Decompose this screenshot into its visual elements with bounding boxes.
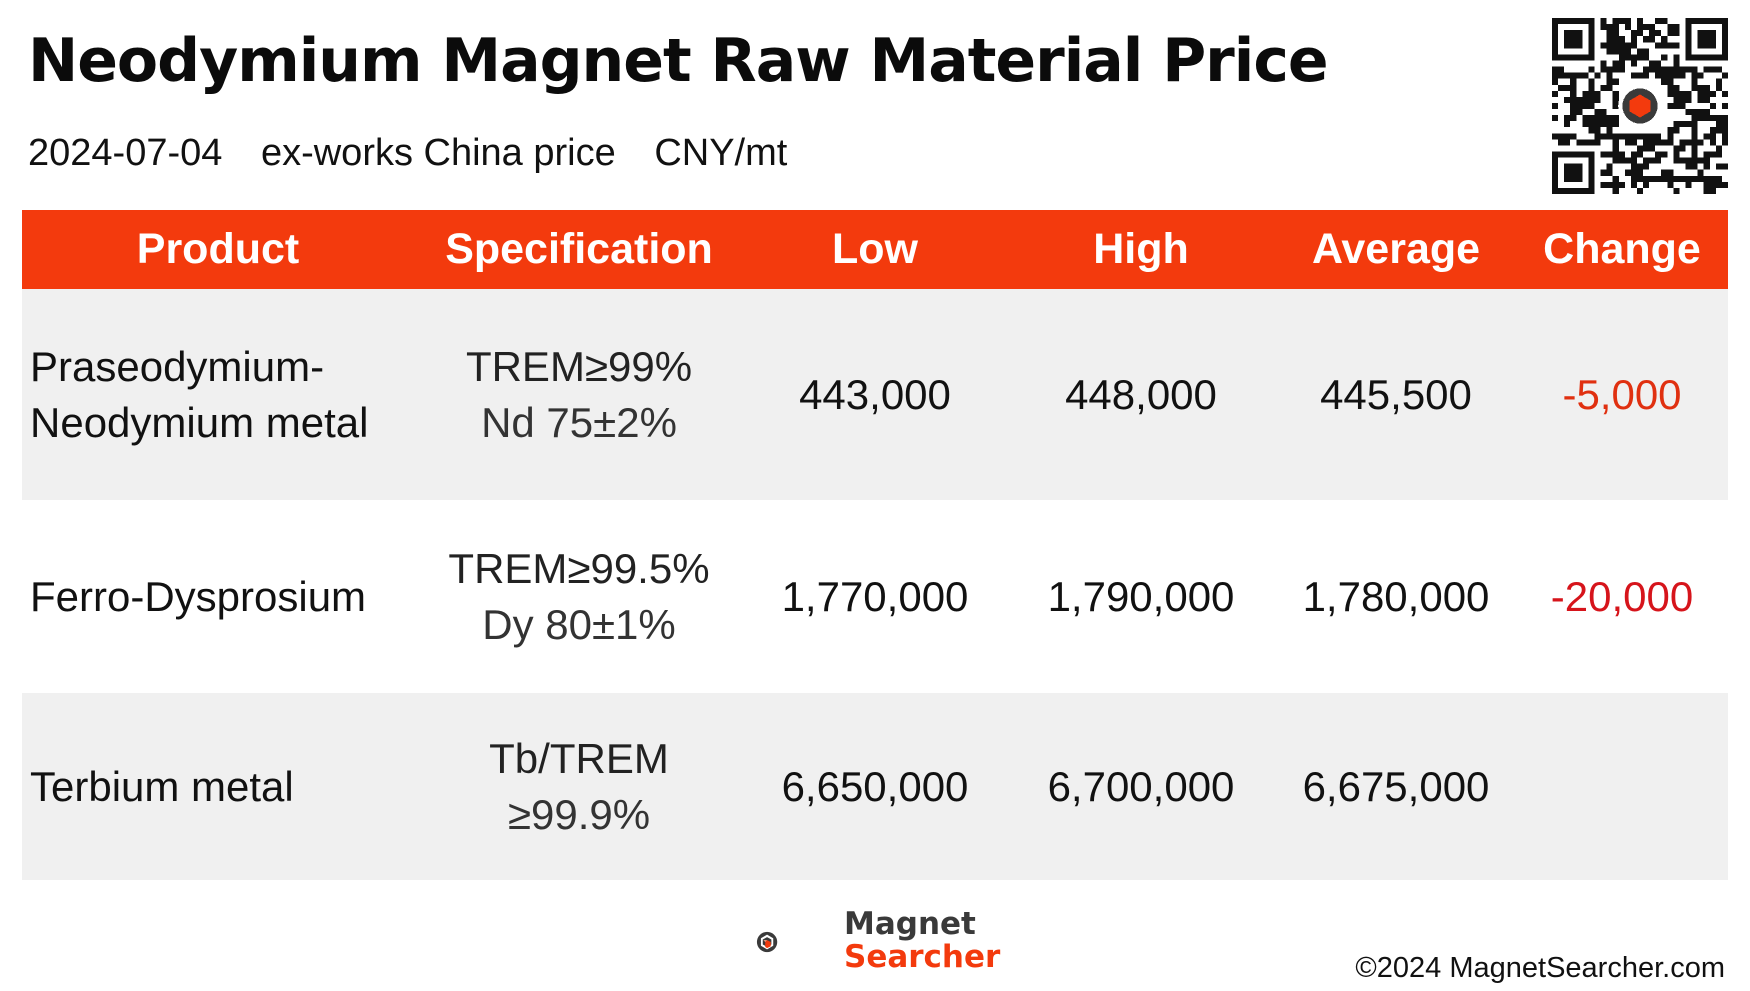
qr-code-icon (1552, 18, 1728, 194)
product-name-line: Neodymium metal (30, 398, 369, 446)
column-header-change: Change (1543, 225, 1701, 273)
product-cell: Ferro-Dysprosium (22, 569, 414, 625)
specification-cell: Tb/TREM ≥99.9% (414, 731, 744, 843)
brand-name-line: Magnet (844, 906, 976, 942)
change-cell: -5,000 (1562, 370, 1682, 418)
price-basis: ex-works China price (260, 132, 616, 174)
spec-line: TREM≥99.5% (448, 544, 710, 592)
specification-cell: TREM≥99.5% Dy 80±1% (414, 541, 744, 653)
product-cell: Praseodymium- Neodymium metal (22, 339, 414, 451)
page-subtitle: 2024-07-04 ex-works China price CNY/mt (28, 132, 815, 175)
table-row: Praseodymium- Neodymium metal TREM≥99% N… (22, 289, 1728, 500)
spec-line: ≥99.9% (507, 790, 651, 838)
column-header-specification: Specification (445, 225, 713, 273)
high-price-cell: 6,700,000 (1047, 762, 1235, 810)
table-row: Terbium metal Tb/TREM ≥99.9% 6,650,000 6… (22, 693, 1728, 880)
spec-line: Dy 80±1% (482, 600, 676, 648)
spec-line: Tb/TREM (489, 734, 669, 782)
low-price-cell: 1,770,000 (781, 572, 969, 620)
column-header-product: Product (136, 225, 300, 273)
average-price-cell: 445,500 (1320, 370, 1472, 418)
product-name-line: Ferro-Dysprosium (30, 572, 367, 620)
low-price-cell: 6,650,000 (781, 762, 969, 810)
product-name-line: Praseodymium- (30, 342, 325, 390)
product-name-line: Terbium metal (30, 762, 294, 810)
spec-line: TREM≥99% (465, 342, 693, 390)
change-cell: -20,000 (1550, 572, 1694, 620)
product-cell: Terbium metal (22, 759, 414, 815)
high-price-cell: 448,000 (1065, 370, 1217, 418)
column-header-high: High (1093, 225, 1189, 273)
column-header-average: Average (1311, 225, 1481, 273)
magnet-searcher-logo-icon (756, 931, 778, 953)
price-unit: CNY/mt (654, 132, 788, 174)
table-row: Ferro-Dysprosium TREM≥99.5% Dy 80±1% 1,7… (22, 500, 1728, 693)
average-price-cell: 1,780,000 (1302, 572, 1490, 620)
low-price-cell: 443,000 (799, 370, 951, 418)
copyright-notice: ©2024 MagnetSearcher.com (1355, 952, 1725, 984)
price-table: Product Specification Low High Average C… (22, 210, 1728, 880)
high-price-cell: 1,790,000 (1047, 572, 1235, 620)
specification-cell: TREM≥99% Nd 75±2% (414, 339, 744, 451)
average-price-cell: 6,675,000 (1302, 762, 1490, 810)
page-title: Neodymium Magnet Raw Material Price (28, 26, 1329, 96)
brand-logo-text: Magnet Searcher (844, 908, 1000, 974)
table-header: Product Specification Low High Average C… (22, 210, 1728, 289)
spec-line: Nd 75±2% (481, 398, 677, 446)
column-header-low: Low (832, 225, 918, 273)
brand-name-line: Searcher (844, 939, 1001, 975)
price-date: 2024-07-04 (28, 132, 223, 174)
